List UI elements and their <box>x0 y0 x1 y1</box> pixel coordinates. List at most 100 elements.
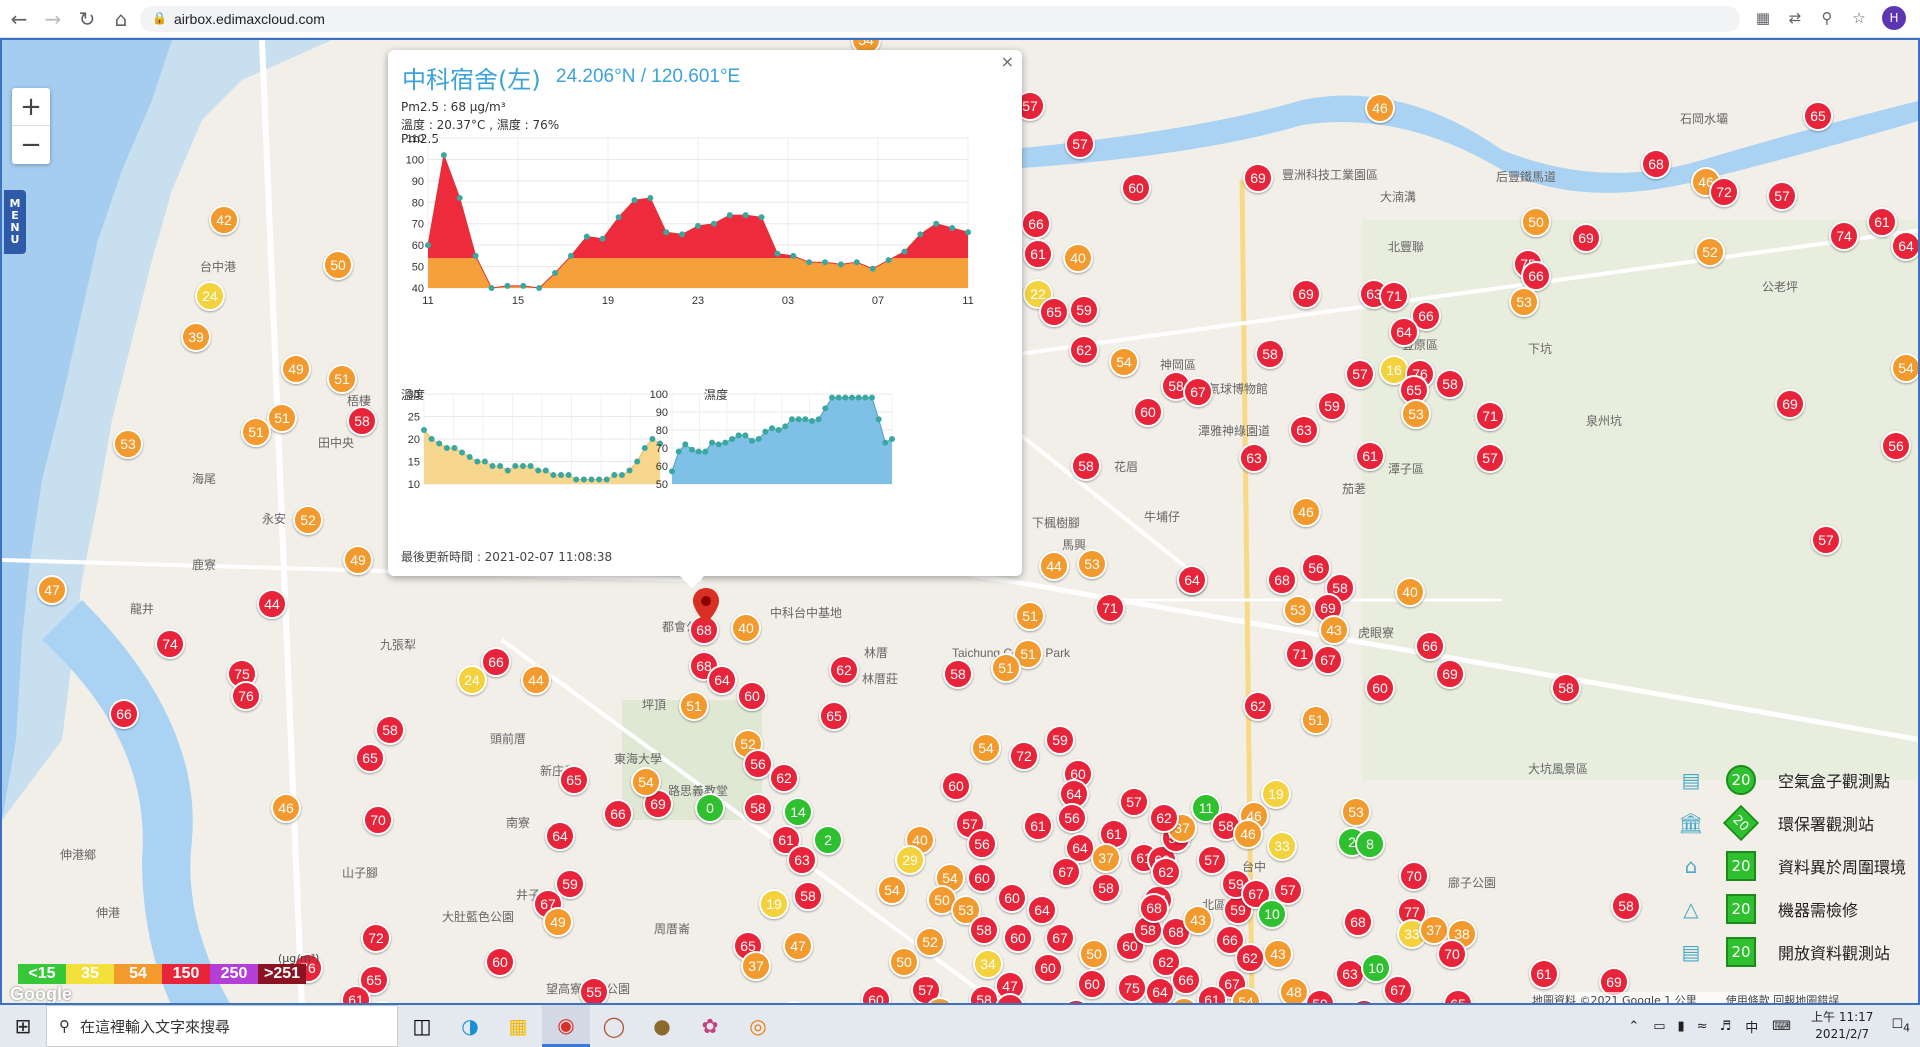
station-marker[interactable]: 60 <box>1033 953 1063 983</box>
station-marker[interactable]: 49 <box>543 907 573 937</box>
location-pin-icon[interactable] <box>693 588 719 624</box>
chrome-icon[interactable]: ◉ <box>542 1005 590 1047</box>
station-marker[interactable]: 57 <box>1811 525 1841 555</box>
station-marker[interactable]: 51 <box>327 364 357 394</box>
station-marker[interactable]: 62 <box>1235 943 1265 973</box>
station-marker[interactable]: 46 <box>1365 93 1395 123</box>
station-marker[interactable]: 54 <box>1891 353 1918 383</box>
station-marker[interactable]: 33 <box>1267 831 1297 861</box>
station-marker[interactable]: 43 <box>1263 939 1293 969</box>
station-marker[interactable]: 60 <box>1121 173 1151 203</box>
station-marker[interactable]: 60 <box>967 863 997 893</box>
station-marker[interactable]: 40 <box>731 613 761 643</box>
station-marker[interactable]: 72 <box>1709 177 1739 207</box>
station-marker[interactable]: 66 <box>603 799 633 829</box>
station-marker[interactable]: 56 <box>1881 431 1911 461</box>
station-marker[interactable]: 63 <box>1335 959 1365 989</box>
station-marker[interactable]: 70 <box>1399 861 1429 891</box>
station-marker[interactable]: 57 <box>1273 875 1303 905</box>
volume-icon[interactable]: ♬ <box>1719 1018 1732 1034</box>
station-marker[interactable]: 56 <box>1057 803 1087 833</box>
station-marker[interactable]: 50 <box>1079 939 1109 969</box>
station-marker[interactable]: 42 <box>209 205 239 235</box>
station-marker[interactable]: 52 <box>915 927 945 957</box>
station-marker[interactable]: 57 <box>1475 443 1505 473</box>
station-marker[interactable]: 62 <box>1149 803 1179 833</box>
station-marker[interactable]: 67 <box>1241 879 1271 909</box>
station-marker[interactable]: 60 <box>1077 969 1107 999</box>
station-marker[interactable]: 53 <box>1077 549 1107 579</box>
station-marker[interactable]: 74 <box>155 629 185 659</box>
app-icon-animal[interactable]: ● <box>653 1014 671 1038</box>
station-marker[interactable]: 63 <box>1239 443 1269 473</box>
station-marker[interactable]: 63 <box>787 845 817 875</box>
station-marker[interactable]: 10 <box>1361 953 1391 983</box>
station-marker[interactable]: 40 <box>1063 243 1093 273</box>
station-marker[interactable]: 61 <box>1023 239 1053 269</box>
station-marker[interactable]: 59 <box>1045 725 1075 755</box>
forward-icon[interactable]: → <box>44 6 62 31</box>
station-marker[interactable]: 50 <box>889 947 919 977</box>
station-marker[interactable]: 72 <box>1009 741 1039 771</box>
station-marker[interactable]: 62 <box>1069 335 1099 365</box>
home-icon[interactable]: ⌂ <box>114 6 128 31</box>
station-marker[interactable]: 46 <box>1233 819 1263 849</box>
keyboard-icon[interactable]: ⌨ <box>1772 1018 1792 1034</box>
station-marker[interactable]: 48 <box>1279 977 1309 1003</box>
station-marker[interactable]: 65 <box>1803 101 1833 131</box>
station-marker[interactable]: 58 <box>793 881 823 911</box>
windows-start-icon[interactable]: ⊞ <box>14 1014 32 1038</box>
station-marker[interactable]: 0 <box>695 793 725 823</box>
station-marker[interactable]: 2 <box>813 825 843 855</box>
station-marker[interactable]: 68 <box>1641 149 1671 179</box>
station-marker[interactable]: 66 <box>1415 631 1445 661</box>
clock[interactable]: 上午 11:17 2021/2/7 <box>1811 1009 1873 1043</box>
station-marker[interactable]: 64 <box>1145 977 1175 1003</box>
station-marker[interactable]: 65 <box>355 743 385 773</box>
station-marker[interactable]: 66 <box>481 647 511 677</box>
station-marker[interactable]: 57 <box>1065 129 1095 159</box>
station-marker[interactable]: 58 <box>347 406 377 436</box>
station-marker[interactable]: 50 <box>927 885 957 915</box>
close-icon[interactable]: × <box>1000 52 1014 71</box>
station-marker[interactable]: 37 <box>1091 843 1121 873</box>
station-marker[interactable]: 54 <box>631 767 661 797</box>
station-marker[interactable]: 65 <box>1039 297 1069 327</box>
station-marker[interactable]: 57 <box>1119 787 1149 817</box>
station-marker[interactable]: 43 <box>1183 905 1213 935</box>
station-marker[interactable]: 37 <box>1419 915 1449 945</box>
station-marker[interactable]: 11 <box>1191 793 1221 823</box>
station-marker[interactable]: 61 <box>1529 959 1559 989</box>
station-marker[interactable]: 63 <box>1289 415 1319 445</box>
station-marker[interactable]: 14 <box>783 797 813 827</box>
station-marker[interactable]: 67 <box>1313 645 1343 675</box>
station-marker[interactable]: 59 <box>1069 295 1099 325</box>
station-marker[interactable]: 60 <box>1003 923 1033 953</box>
station-marker[interactable]: 60 <box>737 681 767 711</box>
app-icon-compass[interactable]: ◯ <box>602 1014 626 1038</box>
station-marker[interactable]: 64 <box>1891 231 1918 261</box>
station-marker[interactable]: 68 <box>1267 565 1297 595</box>
station-marker[interactable]: 58 <box>969 985 999 1003</box>
station-marker[interactable]: 58 <box>1611 891 1641 921</box>
station-marker[interactable]: 54 <box>877 875 907 905</box>
station-marker[interactable]: 24 <box>195 281 225 311</box>
station-marker[interactable]: 49 <box>281 354 311 384</box>
station-marker[interactable]: 53 <box>1509 287 1539 317</box>
station-marker[interactable]: 62 <box>1151 857 1181 887</box>
station-marker[interactable]: 65 <box>1399 375 1429 405</box>
station-marker[interactable]: 65 <box>819 701 849 731</box>
station-marker[interactable]: 75 <box>1117 973 1147 1003</box>
station-marker[interactable]: 51 <box>267 403 297 433</box>
station-marker[interactable]: 58 <box>943 659 973 689</box>
station-marker[interactable]: 58 <box>375 715 405 745</box>
station-marker[interactable]: 51 <box>679 691 709 721</box>
station-marker[interactable]: 68 <box>1139 893 1169 923</box>
station-marker[interactable]: 64 <box>1177 565 1207 595</box>
station-marker[interactable]: 44 <box>1039 551 1069 581</box>
file-explorer-icon[interactable]: ▦ <box>508 1014 528 1038</box>
edge-icon[interactable]: ◑ <box>461 1014 479 1038</box>
station-marker[interactable]: 60 <box>1133 397 1163 427</box>
station-marker[interactable]: 56 <box>967 829 997 859</box>
station-marker[interactable]: 60 <box>861 985 891 1003</box>
